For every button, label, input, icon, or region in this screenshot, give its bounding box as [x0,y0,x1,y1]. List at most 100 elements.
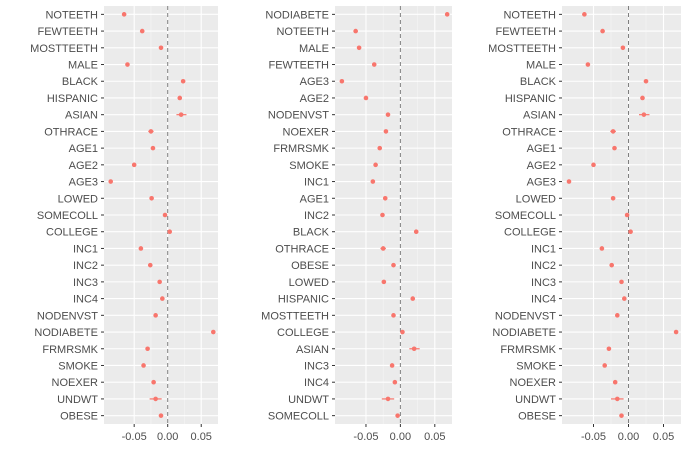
y-tick-label: INC1 [304,177,329,189]
point-othrace [610,129,616,134]
y-tick-label: ASIAN [65,110,98,122]
y-tick-label: INC1 [73,243,98,255]
y-tick-label: SOMECOLL [495,210,556,222]
point-fewteeth [600,28,605,34]
y-tick-label: ASIAN [523,110,556,122]
y-tick-label: SOMECOLL [37,210,98,222]
point-othrace [148,129,154,134]
point-hispanic [177,95,183,101]
x-tick-label: -0.05 [353,431,378,443]
y-tick-label: MOSTTEETH [30,43,98,55]
y-tick-label: COLLEGE [504,227,556,239]
point-undwt [615,396,620,402]
y-tick-label: OBESE [518,411,556,423]
y-tick-label: UNDWT [515,394,556,406]
point-age3 [339,78,345,84]
y-tick-label: UNDWT [288,394,329,406]
panel-3: NOTEETH FEWTEETH MOSTTEETH MALE BLACK HISPANI… [488,6,681,443]
y-tick-label: OTHRACE [44,126,98,138]
y-tick-label: MALE [68,60,98,72]
point-asian [178,112,184,117]
x-tick-label: 0.05 [424,431,445,443]
y-tick-label: FRMRSMK [273,143,329,155]
y-tick-label: SOMECOLL [268,411,329,423]
point-noexer [383,129,389,134]
y-tick-label: ASIAN [296,344,329,356]
point-inc3 [619,279,624,285]
y-tick-label: COLLEGE [46,227,98,239]
y-tick-label: HISPANIC [278,294,329,306]
y-tick-label: NOEXER [52,377,99,389]
y-tick-label: HISPANIC [47,93,98,105]
y-tick-label: AGE2 [69,160,98,172]
y-tick-label: AGE2 [527,160,556,172]
point-obese [158,413,164,418]
point-inc2 [147,262,153,268]
y-tick-label: FEWTEETH [269,60,330,72]
point-undwt [153,396,158,402]
point-obese [619,413,624,418]
x-tick-label: 0.05 [653,431,674,443]
y-tick-label: MALE [299,43,329,55]
y-tick-label: FEWTEETH [496,26,557,38]
point-inc4 [392,379,398,385]
x-tick-label: -0.05 [122,431,147,443]
point-inc2 [609,262,614,268]
y-tick-label: INC3 [73,277,98,289]
point-fewteeth [139,28,145,34]
y-tick-label: INC4 [73,294,98,306]
y-tick-label: FEWTEETH [38,26,99,38]
point-smoke [373,162,378,168]
y-tick-label: BLACK [293,227,330,239]
point-age2 [363,95,369,101]
point-college [167,229,173,235]
y-tick-label: INC4 [304,377,329,389]
y-tick-label: INC2 [531,260,556,272]
y-tick-label: LOWED [58,193,98,205]
y-tick-label: NOTEETH [503,9,556,21]
y-tick-label: MALE [526,60,556,72]
y-tick-label: LOWED [289,277,329,289]
y-tick-label: MOSTTEETH [261,310,329,322]
point-nodiabete [444,12,450,17]
point-age3 [108,179,114,184]
y-tick-label: COLLEGE [277,327,329,339]
point-noteeth [353,28,358,34]
y-tick-label: AGE1 [527,143,556,155]
point-lowed [610,195,616,201]
point-asian [411,346,417,352]
point-inc1 [599,246,605,251]
y-tick-label: NODENVST [495,310,556,322]
y-tick-label: NOEXER [510,377,557,389]
y-tick-label: NODIABETE [265,9,329,21]
point-smoke [602,363,607,368]
point-noexer [612,379,618,385]
point-lowed [381,279,387,285]
point-asian [641,112,647,117]
point-inc4 [622,296,627,301]
point-inc1 [370,179,376,184]
x-tick-label: 0.00 [390,431,411,443]
y-tick-label: INC3 [304,360,329,372]
point-college [628,229,633,235]
point-inc3 [389,363,395,368]
y-tick-label: FRMRSMK [42,344,98,356]
y-tick-label: OBESE [291,260,329,272]
point-smoke [141,363,146,368]
y-tick-label: INC2 [304,210,329,222]
y-tick-label: OTHRACE [502,126,556,138]
point-nodenvst [153,313,158,318]
point-othrace [380,246,386,251]
y-tick-label: SMOKE [58,360,98,372]
point-mostteeth [620,45,626,51]
y-tick-label: OTHRACE [275,243,329,255]
point-obese [391,262,396,268]
y-tick-label: SMOKE [516,360,556,372]
point-mostteeth [158,45,164,51]
point-age2 [591,162,596,168]
y-tick-label: INC4 [531,294,556,306]
point-inc3 [157,279,162,285]
y-tick-label: OBESE [60,411,98,423]
point-male [585,62,591,67]
